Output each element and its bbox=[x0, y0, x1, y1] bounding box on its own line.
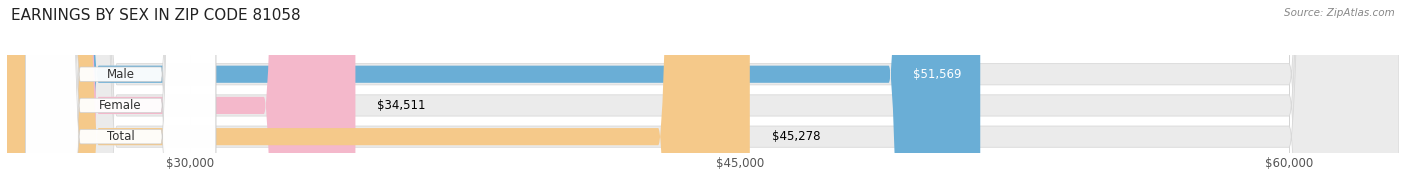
Text: $51,569: $51,569 bbox=[914, 68, 962, 81]
Text: Male: Male bbox=[107, 68, 135, 81]
FancyBboxPatch shape bbox=[7, 0, 1399, 196]
FancyBboxPatch shape bbox=[25, 0, 217, 196]
Text: $34,511: $34,511 bbox=[377, 99, 426, 112]
Text: Total: Total bbox=[107, 130, 135, 143]
FancyBboxPatch shape bbox=[7, 0, 980, 196]
Text: Source: ZipAtlas.com: Source: ZipAtlas.com bbox=[1284, 8, 1395, 18]
FancyBboxPatch shape bbox=[25, 0, 217, 196]
FancyBboxPatch shape bbox=[7, 0, 1399, 196]
Text: Female: Female bbox=[100, 99, 142, 112]
Text: EARNINGS BY SEX IN ZIP CODE 81058: EARNINGS BY SEX IN ZIP CODE 81058 bbox=[11, 8, 301, 23]
FancyBboxPatch shape bbox=[7, 0, 749, 196]
FancyBboxPatch shape bbox=[25, 0, 217, 196]
FancyBboxPatch shape bbox=[7, 0, 1399, 196]
FancyBboxPatch shape bbox=[7, 0, 356, 196]
Text: $45,278: $45,278 bbox=[772, 130, 820, 143]
